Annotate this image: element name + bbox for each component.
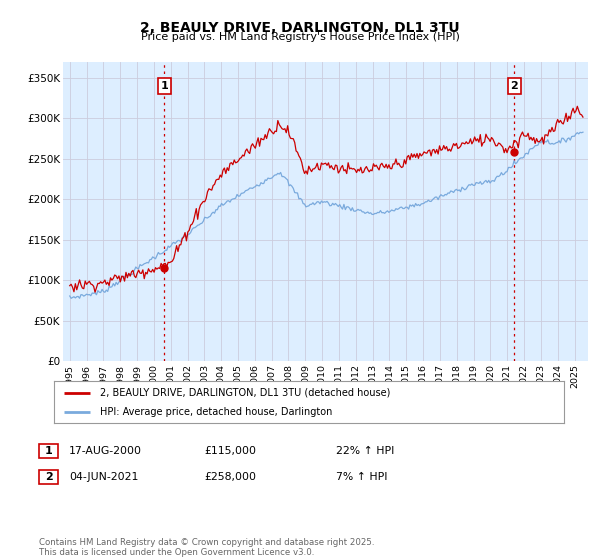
Text: 2, BEAULY DRIVE, DARLINGTON, DL1 3TU: 2, BEAULY DRIVE, DARLINGTON, DL1 3TU [140,21,460,35]
Text: 22% ↑ HPI: 22% ↑ HPI [336,446,394,456]
Text: HPI: Average price, detached house, Darlington: HPI: Average price, detached house, Darl… [100,407,332,417]
Text: £258,000: £258,000 [204,472,256,482]
Text: £115,000: £115,000 [204,446,256,456]
Text: 04-JUN-2021: 04-JUN-2021 [69,472,139,482]
Text: Price paid vs. HM Land Registry's House Price Index (HPI): Price paid vs. HM Land Registry's House … [140,32,460,43]
Text: 2: 2 [511,81,518,91]
Text: 17-AUG-2000: 17-AUG-2000 [69,446,142,456]
Text: Contains HM Land Registry data © Crown copyright and database right 2025.
This d: Contains HM Land Registry data © Crown c… [39,538,374,557]
Text: 1: 1 [161,81,169,91]
Text: 7% ↑ HPI: 7% ↑ HPI [336,472,388,482]
Text: 2, BEAULY DRIVE, DARLINGTON, DL1 3TU (detached house): 2, BEAULY DRIVE, DARLINGTON, DL1 3TU (de… [100,388,390,398]
Text: 2: 2 [45,472,52,482]
Text: 1: 1 [45,446,52,456]
